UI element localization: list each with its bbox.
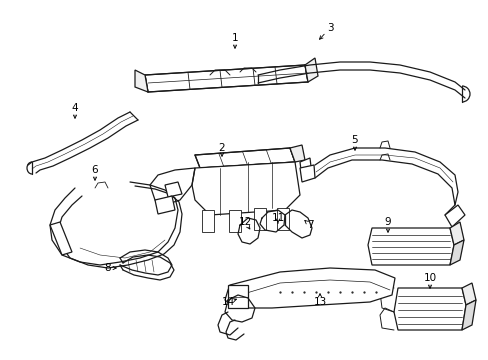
Polygon shape — [289, 145, 305, 162]
Polygon shape — [393, 288, 465, 330]
Polygon shape — [299, 165, 314, 182]
Polygon shape — [449, 240, 463, 265]
Polygon shape — [461, 300, 475, 330]
Polygon shape — [228, 210, 241, 232]
Polygon shape — [367, 228, 453, 265]
Polygon shape — [276, 208, 288, 230]
Text: 14: 14 — [221, 297, 234, 307]
Polygon shape — [50, 222, 72, 255]
Polygon shape — [145, 65, 307, 92]
Text: 12: 12 — [238, 217, 251, 227]
Polygon shape — [195, 148, 294, 168]
Text: 11: 11 — [271, 213, 284, 223]
Text: 6: 6 — [92, 165, 98, 175]
Text: 10: 10 — [423, 273, 436, 283]
Polygon shape — [305, 58, 317, 82]
Text: 13: 13 — [313, 297, 326, 307]
Polygon shape — [202, 210, 214, 232]
Text: 1: 1 — [231, 33, 238, 43]
Text: 8: 8 — [104, 263, 111, 273]
Polygon shape — [461, 283, 475, 305]
Polygon shape — [164, 182, 182, 197]
Text: 2: 2 — [218, 143, 225, 153]
Text: 5: 5 — [351, 135, 358, 145]
Polygon shape — [155, 196, 175, 214]
Polygon shape — [449, 222, 463, 245]
Polygon shape — [227, 285, 247, 308]
Polygon shape — [224, 268, 394, 308]
Polygon shape — [192, 162, 299, 215]
Text: 4: 4 — [72, 103, 78, 113]
Text: 3: 3 — [326, 23, 333, 33]
Polygon shape — [444, 205, 464, 227]
Text: 9: 9 — [384, 217, 390, 227]
Polygon shape — [253, 208, 265, 230]
Polygon shape — [135, 70, 148, 92]
Polygon shape — [299, 158, 311, 178]
Text: 7: 7 — [306, 220, 313, 230]
